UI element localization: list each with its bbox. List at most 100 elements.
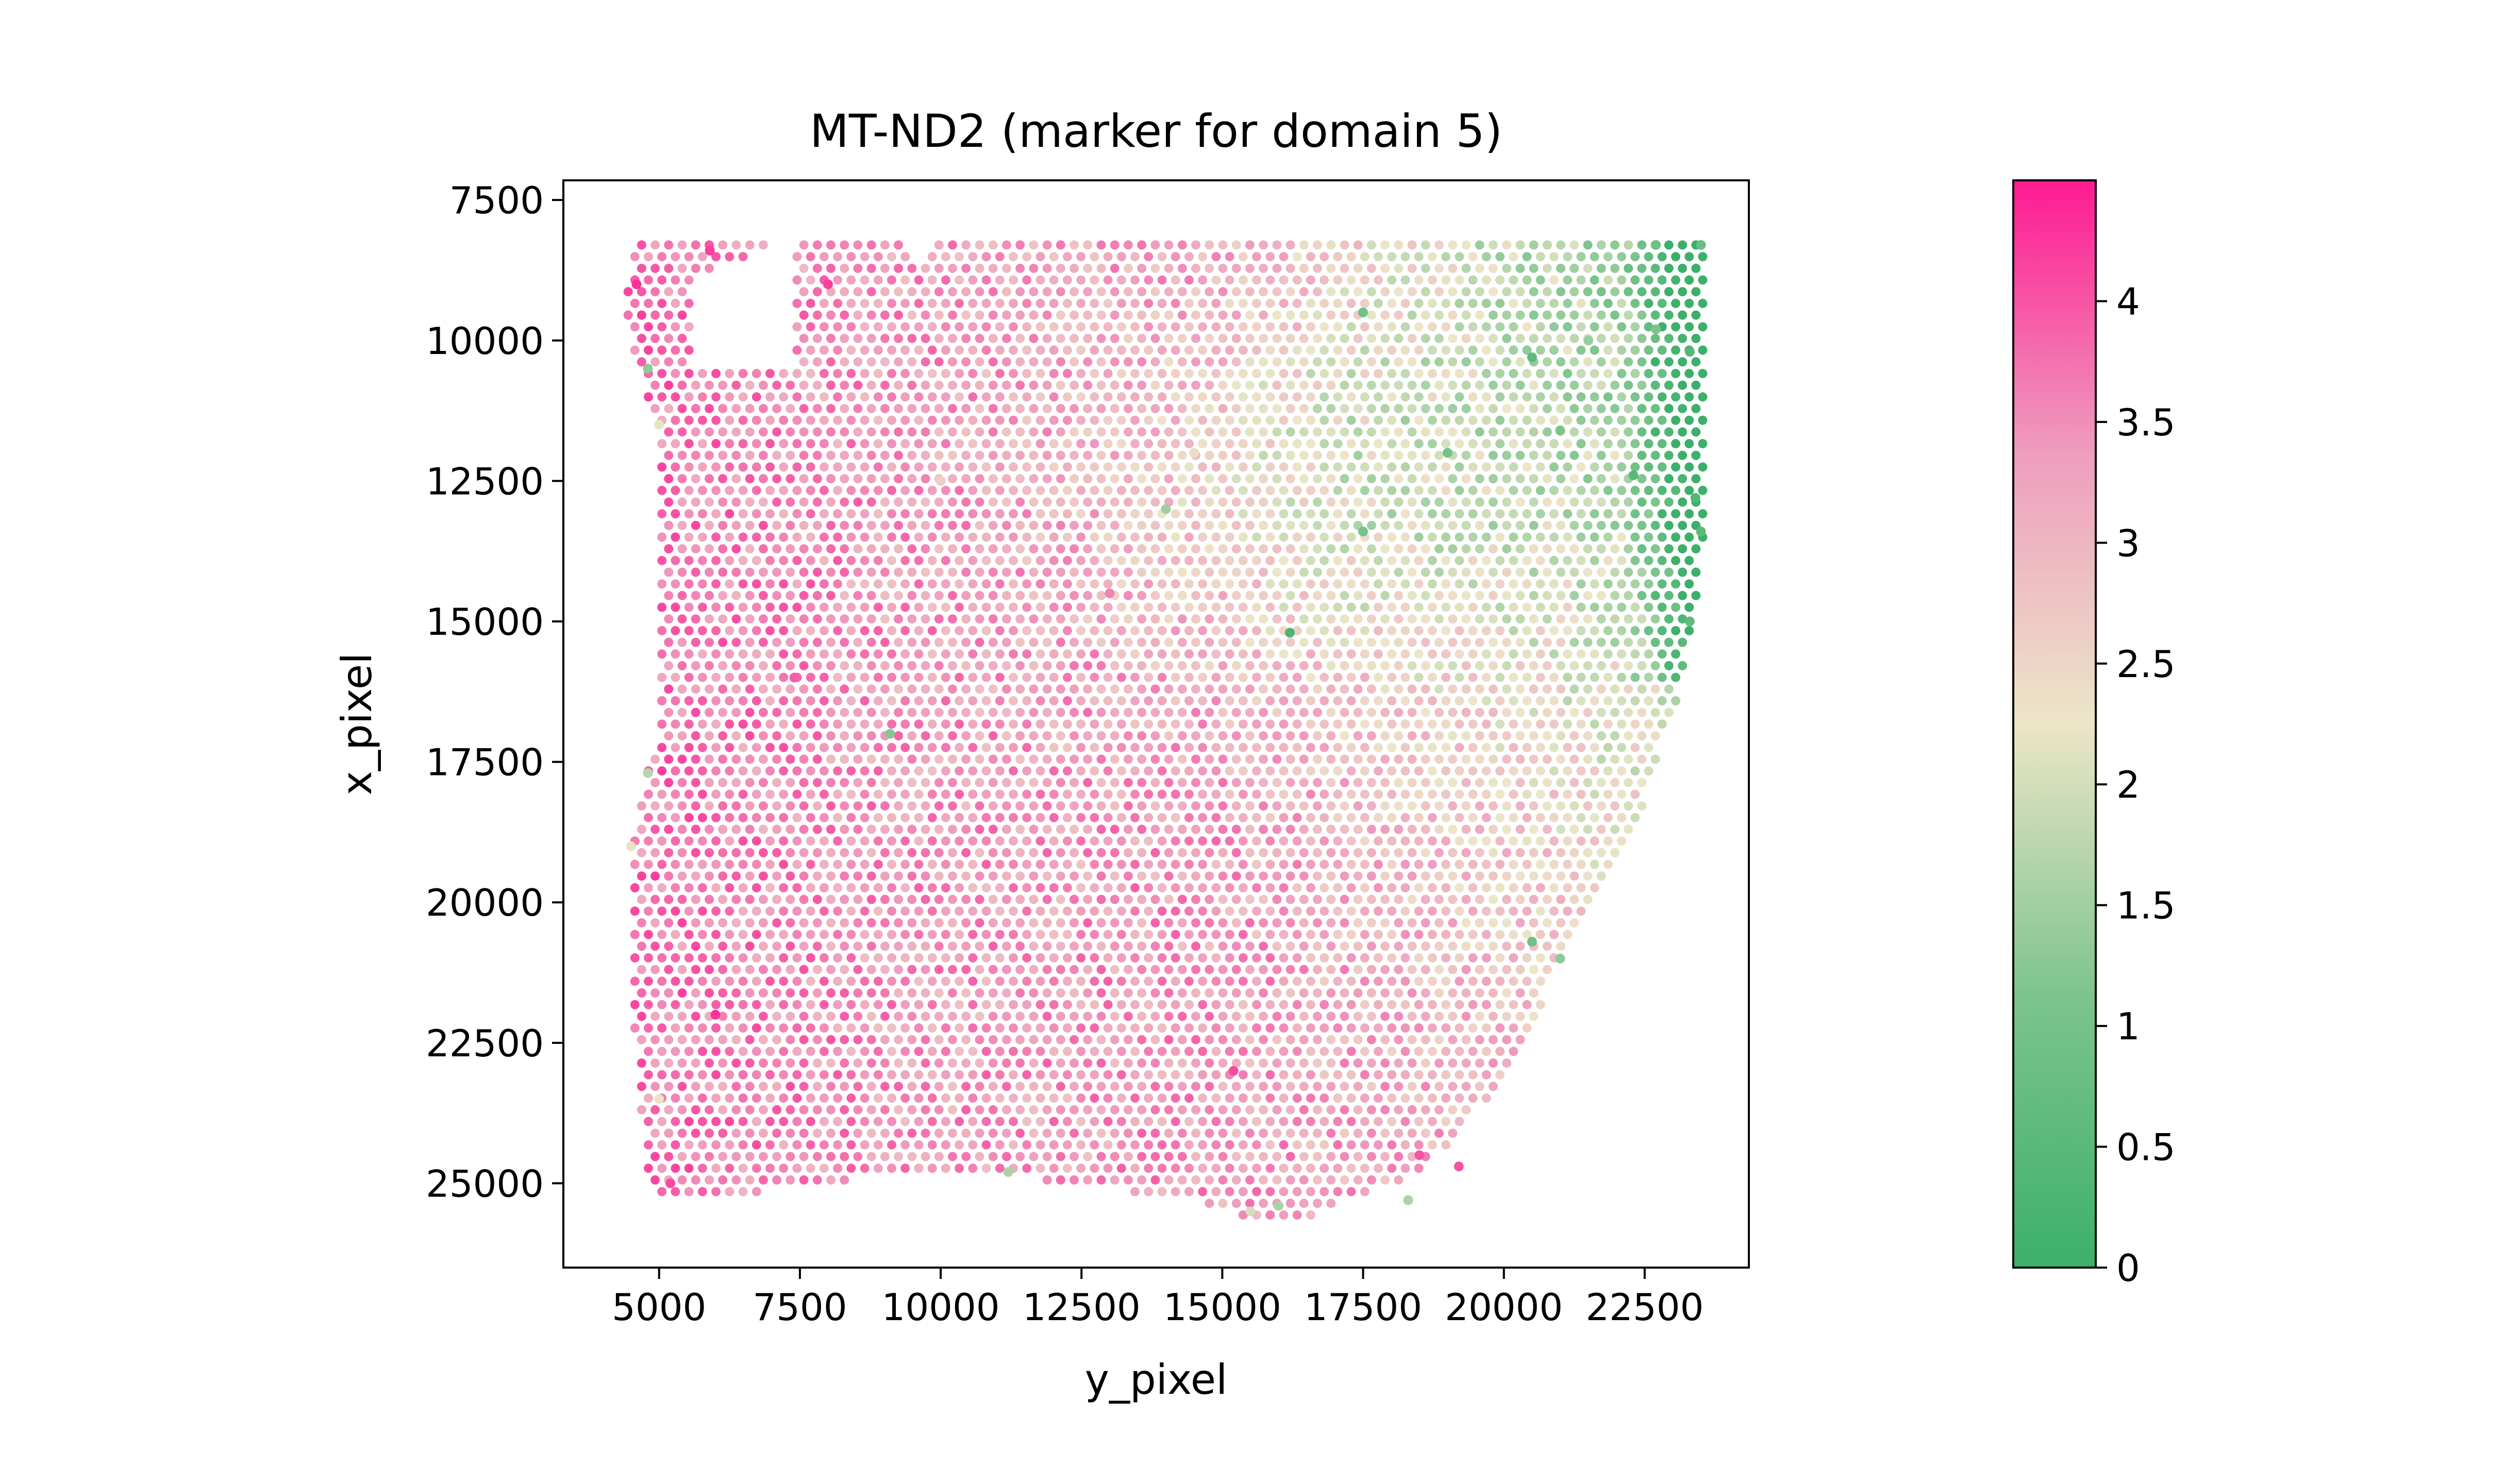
spot [1279, 672, 1289, 682]
spot [745, 403, 755, 413]
spot [860, 813, 870, 822]
spot [1421, 895, 1430, 904]
spot [975, 357, 984, 367]
spot [697, 649, 707, 659]
spot [1569, 520, 1579, 530]
spot [705, 871, 714, 881]
spot [887, 626, 896, 635]
spot [1062, 883, 1072, 892]
spot [751, 392, 761, 402]
spot [705, 801, 714, 811]
spot [1400, 555, 1410, 565]
spot [1157, 696, 1167, 705]
spot [1448, 754, 1458, 764]
spot [1285, 707, 1295, 717]
spot [1380, 848, 1390, 857]
spot [691, 403, 700, 413]
spot [1272, 707, 1282, 717]
spot [1360, 930, 1370, 939]
spot [853, 427, 863, 437]
spot [927, 579, 937, 589]
spot [1380, 824, 1390, 834]
spot [1285, 427, 1295, 437]
spot [1644, 719, 1654, 729]
spot [846, 789, 856, 799]
spot [786, 988, 795, 998]
spot [1522, 368, 1532, 378]
spot [860, 672, 870, 682]
spot [1360, 579, 1370, 589]
spot [1590, 322, 1599, 332]
spot [1177, 988, 1187, 998]
spot [927, 462, 937, 472]
spot [1529, 614, 1539, 624]
spot [961, 380, 971, 390]
spot [995, 813, 1005, 822]
spot [1678, 474, 1688, 483]
spot [1285, 871, 1295, 881]
spot [873, 579, 883, 589]
spot [1509, 298, 1518, 308]
spot [1029, 240, 1039, 250]
spot [819, 1023, 829, 1033]
spot [1346, 976, 1356, 986]
spot [840, 871, 849, 881]
spot [1070, 310, 1079, 320]
spot [961, 754, 971, 764]
spot [1414, 462, 1424, 472]
spot [1421, 544, 1430, 554]
spot [677, 427, 687, 437]
spot [1569, 403, 1579, 413]
spot [1292, 696, 1302, 705]
spot [833, 836, 843, 846]
spot [691, 591, 700, 600]
spot [894, 567, 904, 577]
spot [1198, 953, 1208, 963]
spot [948, 918, 957, 927]
spot [853, 333, 863, 343]
spot [751, 485, 761, 495]
spot [1279, 439, 1289, 448]
spot [1123, 684, 1133, 694]
spot [819, 953, 829, 963]
spot [1015, 848, 1025, 857]
spot [941, 626, 950, 635]
spot [1366, 474, 1376, 483]
spot [1022, 532, 1032, 542]
spot [745, 918, 755, 927]
spot [995, 509, 1005, 519]
spot [1299, 707, 1309, 717]
spot [1441, 368, 1451, 378]
spot [1427, 766, 1437, 776]
spot [1009, 976, 1018, 986]
spot [758, 754, 768, 764]
spot [799, 895, 809, 904]
spot [1306, 1000, 1315, 1009]
spot [1535, 672, 1545, 682]
spot [1340, 544, 1349, 554]
spot [1502, 684, 1512, 694]
spot [1455, 555, 1464, 565]
spot [718, 661, 728, 670]
spot [1320, 322, 1329, 332]
spot [725, 859, 734, 869]
spot [1394, 637, 1404, 647]
spot [799, 707, 809, 717]
spot [1346, 392, 1356, 402]
spot [671, 439, 680, 448]
spot [1252, 345, 1261, 355]
spot [1198, 696, 1208, 705]
spot [826, 497, 836, 507]
spot [1056, 918, 1065, 927]
spot [1509, 766, 1518, 776]
spot [921, 731, 930, 740]
spot [1340, 450, 1349, 460]
spot [1245, 380, 1255, 390]
spot [1225, 345, 1234, 355]
spot [894, 357, 904, 367]
spot [1083, 778, 1093, 787]
spot [880, 707, 890, 717]
spot [948, 333, 957, 343]
spot [1285, 310, 1295, 320]
spot [1036, 626, 1045, 635]
